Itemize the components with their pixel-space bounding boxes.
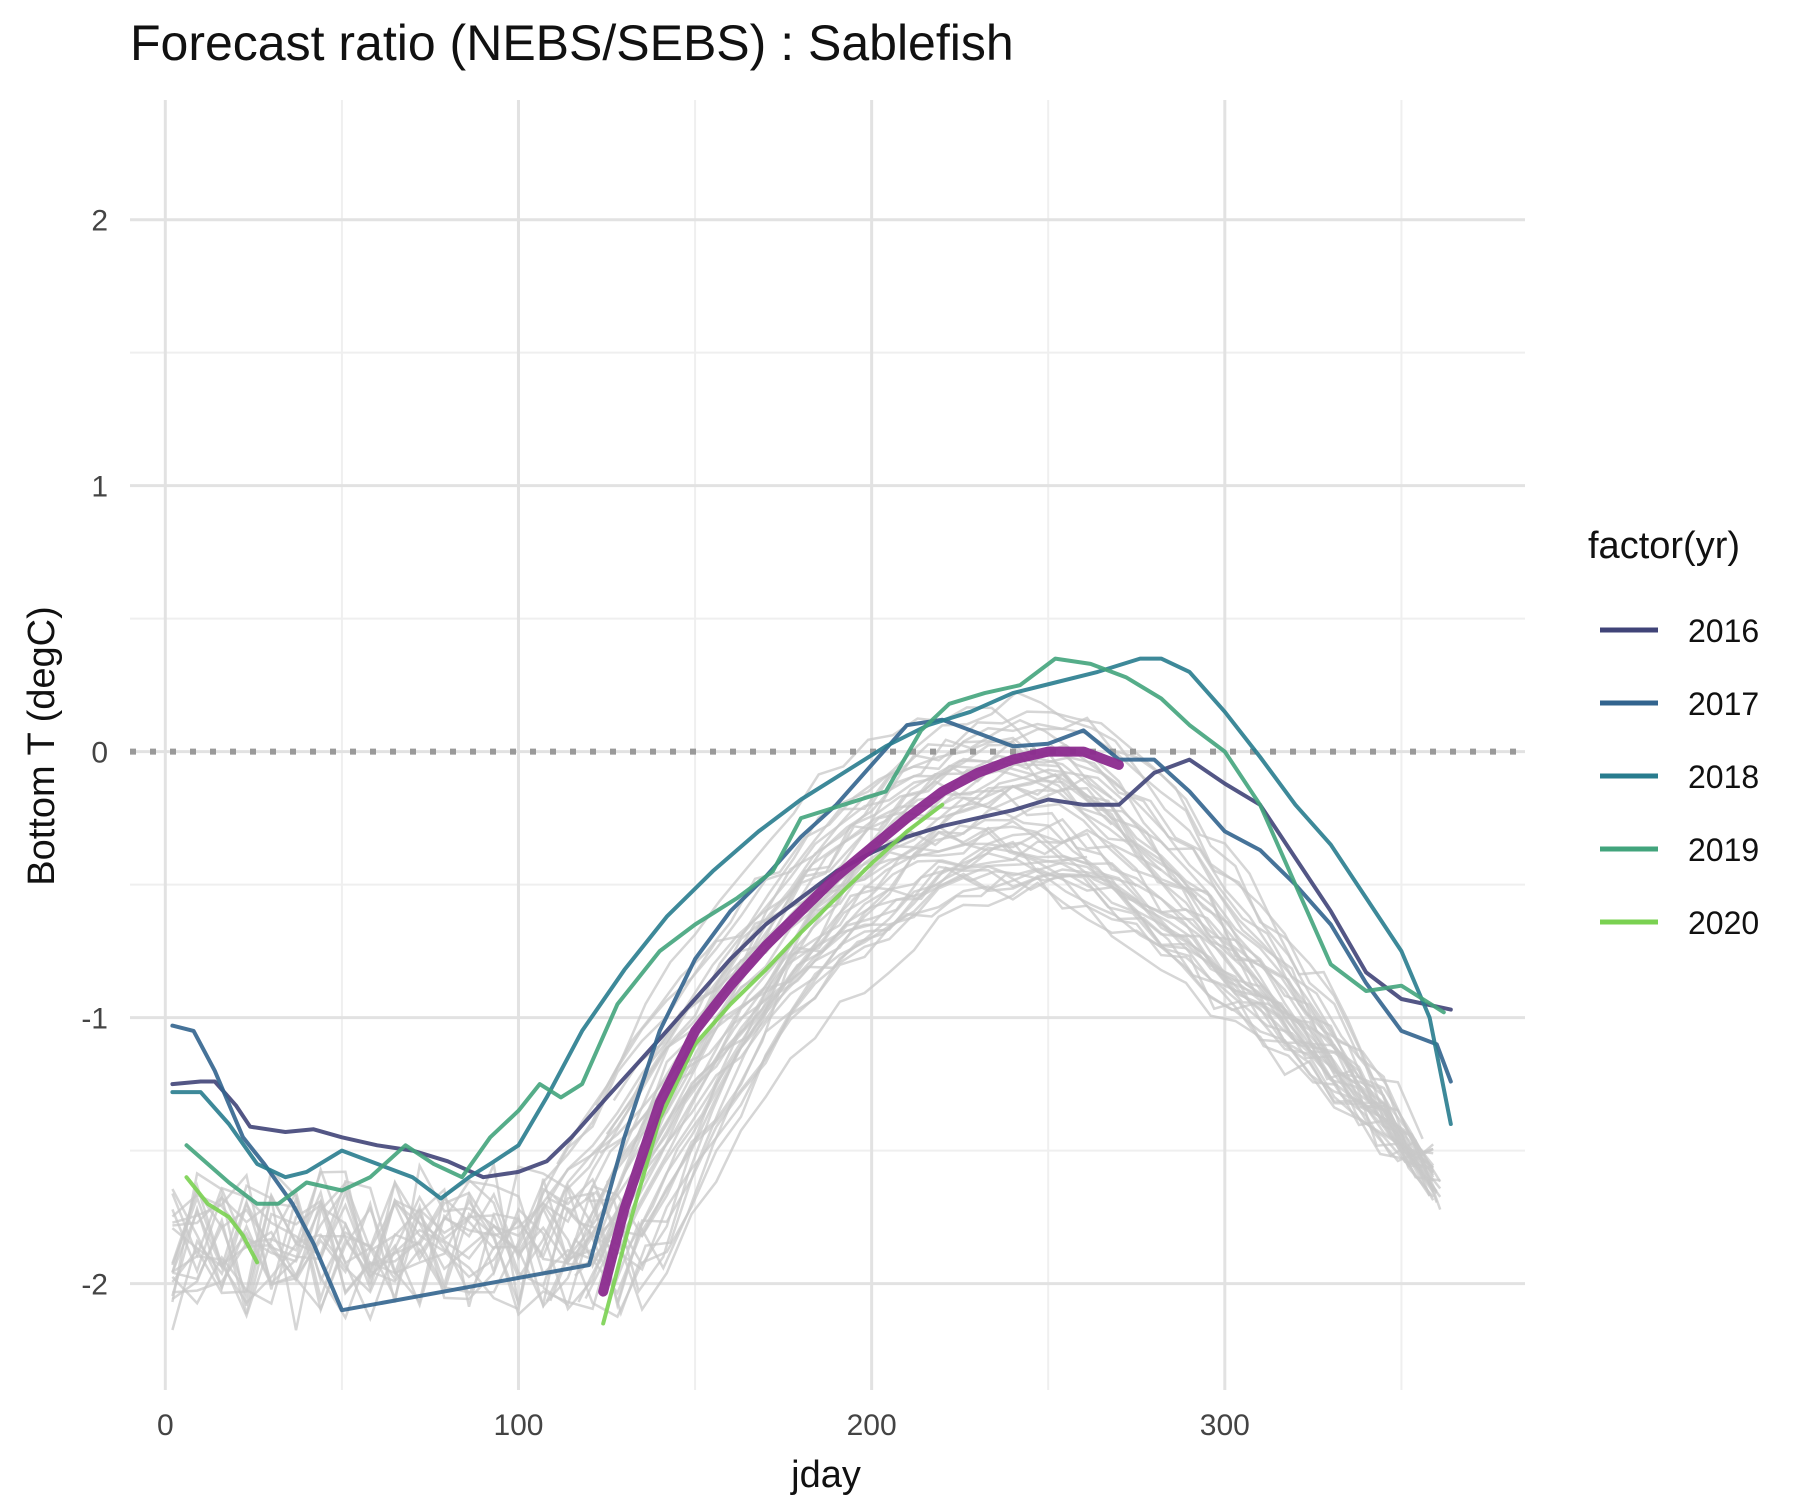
- y-axis-ticks: -2 -1 0 1 2: [81, 205, 108, 1302]
- y-tick-label: -2: [81, 1269, 108, 1302]
- legend: factor(yr) 2016 2017 2018 2019 2020: [1588, 525, 1759, 941]
- legend-label: 2020: [1688, 905, 1759, 941]
- background-year-line: [617, 865, 1435, 1238]
- background-year-line: [171, 868, 1435, 1277]
- series-line-forecast: [598, 746, 1124, 1297]
- legend-label: 2017: [1688, 686, 1759, 722]
- background-year-line: [616, 832, 1435, 1304]
- x-tick-label: 300: [1200, 1409, 1250, 1442]
- series-line-2016: [170, 757, 1453, 1180]
- background-year-line: [172, 831, 1138, 1321]
- series-line-2018: [170, 656, 1453, 1201]
- background-year-line: [171, 716, 1435, 1331]
- y-tick-label: -1: [81, 1003, 108, 1036]
- background-year-line: [171, 819, 1088, 1323]
- background-year-line: [171, 817, 1435, 1303]
- legend-label: 2018: [1688, 759, 1759, 795]
- series-line-2019: [184, 656, 1446, 1206]
- chart-title: Forecast ratio (NEBS/SEBS) : Sablefish: [130, 15, 1014, 71]
- legend-title: factor(yr): [1588, 525, 1740, 567]
- legend-label: 2019: [1688, 832, 1759, 868]
- background-year-line: [545, 690, 1438, 1302]
- highlighted-year-lines: [170, 656, 1453, 1326]
- x-tick-label: 100: [493, 1409, 543, 1442]
- x-tick-label: 0: [157, 1409, 174, 1442]
- background-year-line: [171, 861, 1435, 1306]
- background-year-line: [171, 743, 1162, 1331]
- series-line-2020: [601, 802, 945, 1326]
- x-tick-label: 200: [847, 1409, 897, 1442]
- background-year-line: [595, 706, 1438, 1203]
- series-line-2020: [184, 1175, 260, 1265]
- x-axis-ticks: 0 100 200 300: [157, 1409, 1250, 1442]
- y-axis-title: Bottom T (degC): [21, 606, 63, 886]
- background-year-line: [602, 768, 1124, 1250]
- y-tick-label: 2: [91, 205, 108, 238]
- legend-label: 2016: [1688, 613, 1759, 649]
- y-tick-label: 1: [91, 471, 108, 504]
- x-axis-title: jday: [790, 1454, 861, 1496]
- background-year-line: [171, 727, 1435, 1297]
- y-tick-label: 0: [91, 737, 108, 770]
